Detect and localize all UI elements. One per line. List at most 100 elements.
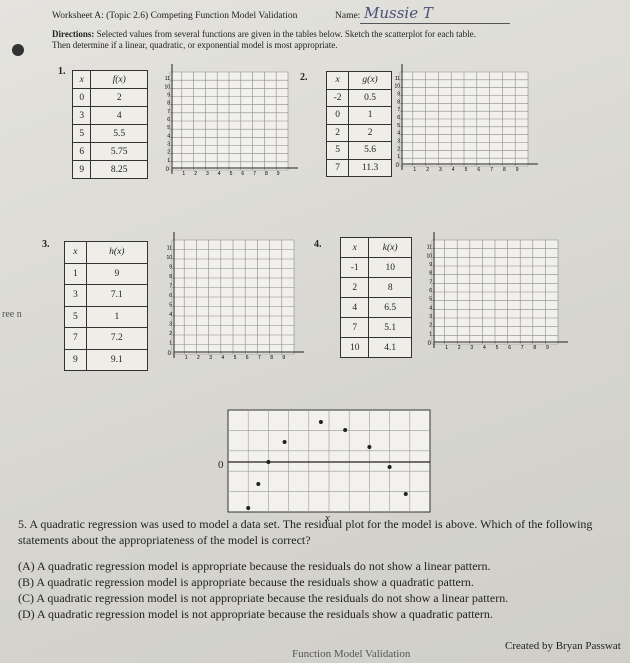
table-cell-y: 1 (348, 106, 392, 125)
grid-x-label: 2 (197, 355, 200, 361)
origin-label: 0 (396, 163, 400, 169)
choice-letter: (A) (18, 559, 35, 573)
origin-label: 0 (428, 341, 432, 347)
grid-x-label: 7 (521, 345, 524, 351)
grid-y-label: 3 (397, 139, 400, 145)
table-header-row: x k(x) (339, 237, 412, 258)
student-name: Mussie T (364, 4, 433, 22)
table-cell-x: 5 (71, 124, 92, 143)
value-table: x g(x) -2 0.5 0 1 2 2 5 5.6 7 11.3 (325, 71, 392, 177)
grid-y-label: 9 (429, 262, 432, 268)
choice-letter: (B) (18, 575, 34, 589)
table-cell-x: 5 (325, 141, 350, 160)
table-header-y: g(x) (348, 71, 392, 90)
table-row: 7 11.3 (325, 158, 392, 177)
grid-x-label: 9 (516, 167, 519, 173)
worksheet-title: Worksheet A: (Topic 2.6) Competing Funct… (52, 11, 298, 21)
footer-left: Function Model Validation (292, 648, 411, 660)
grid-y-label: 6 (169, 293, 172, 299)
grid-x-label: 1 (182, 171, 185, 177)
residual-point (403, 492, 408, 496)
table-cell-x: 5 (64, 305, 87, 328)
residual-x-label: x (325, 512, 330, 524)
grid-y-label: 6 (167, 117, 170, 123)
grid-x-label: 7 (258, 355, 261, 361)
choice-text: A quadratic regression model is not appr… (37, 607, 493, 621)
choice-letter: (C) (18, 591, 34, 605)
table-header-y: h(x) (85, 241, 149, 264)
grid-y-label: 1 (169, 341, 172, 347)
grid-y-label: 8 (429, 271, 432, 277)
choice-letter: (D) (18, 607, 35, 621)
residual-point (343, 428, 348, 432)
table-cell-y: 4.1 (368, 337, 412, 358)
grid-x-label: 3 (206, 171, 209, 177)
grid-y-label: 11 (167, 246, 172, 252)
table-cell-y: 6.5 (368, 297, 412, 318)
table-row: 6 5.75 (71, 142, 148, 161)
residual-plot (227, 409, 431, 513)
table-row: 10 4.1 (339, 337, 412, 358)
grid-x-label: 7 (490, 167, 493, 173)
value-table: x k(x) -1 10 2 8 4 6.5 7 5.1 10 4.1 (339, 237, 412, 358)
table-row: -1 10 (339, 257, 412, 278)
grid-x-label: 4 (452, 167, 455, 173)
footer-right: Created by Bryan Passwat (505, 640, 621, 652)
residual-point (256, 482, 261, 486)
grid-y-label: 3 (169, 322, 172, 328)
table-cell-x: -2 (325, 88, 350, 107)
grid-y-label: 9 (169, 265, 172, 271)
grid-y-label: 5 (169, 303, 172, 309)
table-row: 4 6.5 (339, 297, 412, 318)
grid-x-label: 6 (246, 355, 249, 361)
table-cell-x: 0 (325, 106, 350, 125)
table-row: 3 7.1 (64, 284, 149, 307)
origin-label: 0 (168, 351, 172, 357)
grid-y-label: 5 (397, 123, 400, 129)
grid-y-label: 4 (397, 131, 400, 137)
grid-y-label: 10 (166, 255, 172, 261)
choice: (C) A quadratic regression model is not … (18, 590, 508, 606)
table-cell-y: 5.6 (348, 141, 392, 160)
grid-x-label: 9 (546, 345, 549, 351)
table-cell-y: 10 (368, 257, 412, 278)
grid-x-label: 8 (533, 345, 536, 351)
table-cell-x: 7 (64, 327, 87, 350)
question-number: 5. (18, 517, 27, 531)
grid-y-label: 10 (164, 84, 170, 90)
table-cell-y: 8 (368, 277, 412, 298)
directions-label: Directions: (52, 29, 95, 39)
grid-y-label: 1 (397, 154, 400, 160)
table-cell-x: 0 (71, 88, 92, 107)
origin-label: 0 (166, 167, 170, 173)
table-cell-y: 2 (90, 88, 148, 107)
table-header-row: x f(x) (71, 70, 148, 89)
table-cell-y: 0.5 (348, 88, 392, 107)
table-cell-y: 7.1 (85, 284, 149, 307)
problem-number: 4. (314, 239, 322, 250)
table-cell-x: 9 (71, 160, 92, 179)
table-cell-x: -1 (339, 257, 370, 278)
grid-x-label: 1 (413, 167, 416, 173)
residual-point (282, 440, 287, 444)
table-cell-y: 5.5 (90, 124, 148, 143)
grid-y-label: 2 (429, 323, 432, 329)
problem-number: 1. (58, 66, 66, 77)
table-row: 7 5.1 (339, 317, 412, 338)
choices: (A) A quadratic regression model is appr… (18, 558, 508, 622)
table-header-row: x g(x) (325, 71, 392, 90)
grid-x-label: 4 (483, 345, 486, 351)
grid-x-label: 1 (445, 345, 448, 351)
grid-x-label: 5 (496, 345, 499, 351)
grid-y-label: 7 (167, 109, 170, 115)
grid-y-label: 2 (397, 146, 400, 152)
problem-number: 2. (300, 72, 308, 83)
choice: (D) A quadratic regression model is not … (18, 606, 508, 622)
table-header-y: k(x) (368, 237, 412, 258)
table-cell-y: 11.3 (348, 158, 392, 177)
choice: (B) A quadratic regression model is appr… (18, 574, 508, 590)
